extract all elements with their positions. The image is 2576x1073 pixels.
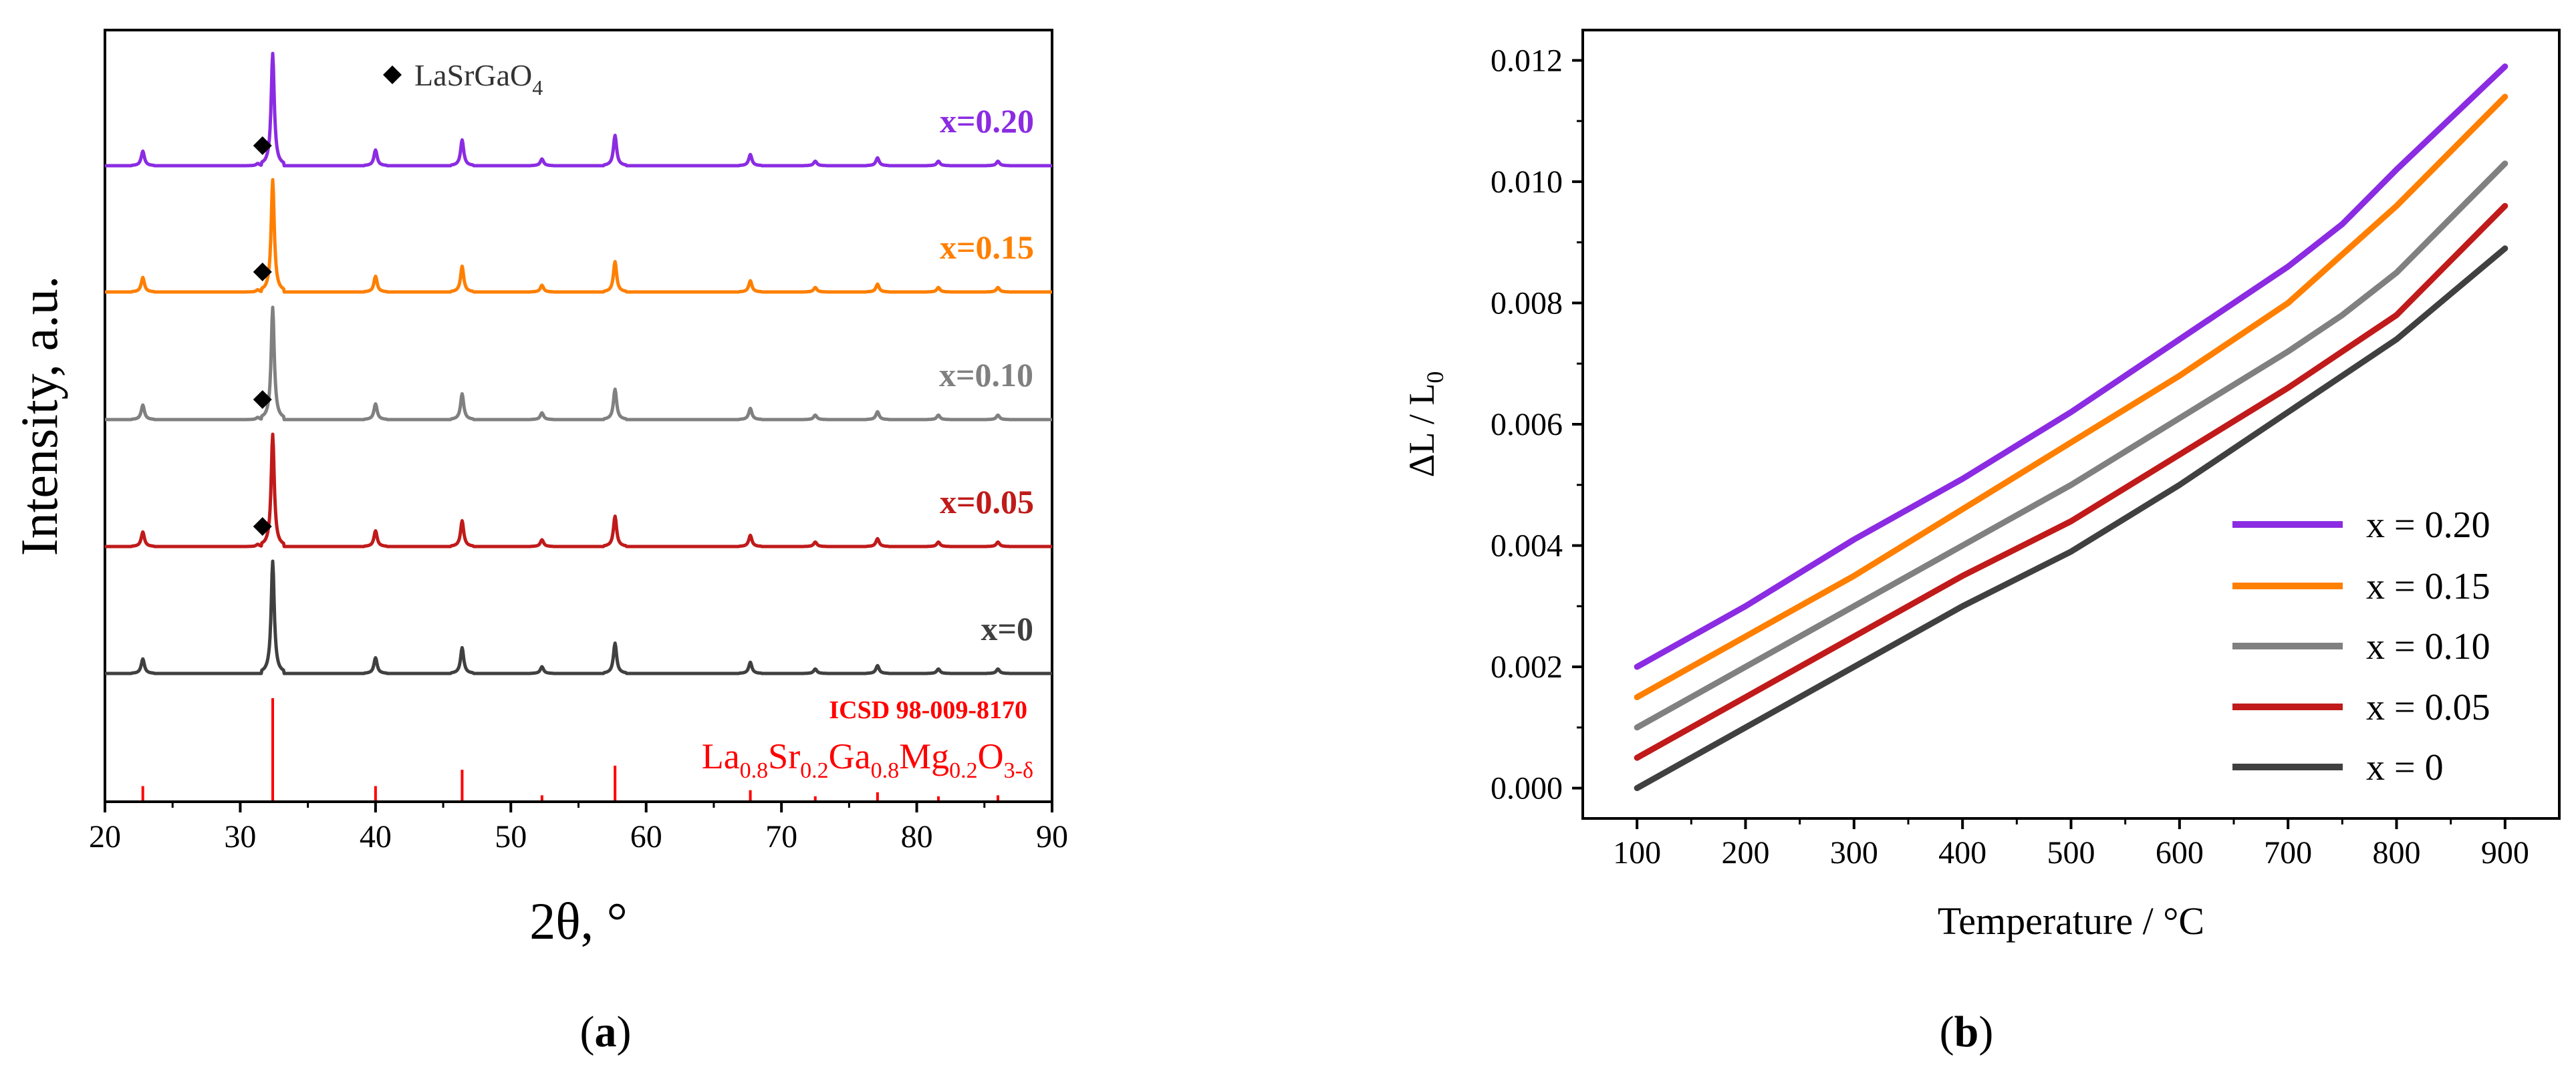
xrd-pattern-line — [104, 178, 1053, 294]
xrd-pattern-line — [104, 559, 1053, 675]
dil-series-line — [1634, 94, 2508, 700]
dil-x-tick-label: 700 — [2264, 835, 2312, 871]
reference-formula: La0.8Sr0.2Ga0.8Mg0.2O3-δ — [702, 736, 1033, 783]
xrd-y-axis-label: Intensity, a.u. — [10, 276, 68, 557]
formula-element: O — [978, 736, 1004, 776]
dil-x-axis-label: Temperature / °C — [1938, 899, 2204, 943]
dil-x-tick-label: 400 — [1938, 835, 1986, 871]
dil-legend-entry: x = 0 — [2232, 747, 2444, 788]
impurity-peak-marker-diamond — [253, 390, 272, 409]
impurity-peak-marker-diamond — [253, 517, 272, 536]
panel-paren: ) — [1978, 1008, 1993, 1056]
dil-legend-label: x = 0.10 — [2366, 626, 2490, 667]
dil-x-tick-label: 300 — [1830, 835, 1878, 871]
formula-subscript: 0.8 — [871, 758, 900, 783]
xrd-series: x=0.05 — [104, 432, 1053, 549]
panel-paren: ( — [1940, 1008, 1954, 1056]
xrd-panel: 20 30 40 50 60 70 80 90 2θ, ° Intensity, a.u. x=0.… — [10, 29, 1068, 1056]
dil-y-tick-label: 0.010 — [1491, 164, 1563, 200]
xrd-x-axis-label: 2θ, ° — [529, 892, 628, 950]
impurity-legend-subscript: 4 — [532, 75, 543, 100]
xrd-x-tick-label: 20 — [89, 819, 121, 855]
xrd-pattern-line — [104, 305, 1053, 422]
dil-y-tick-label: 0.002 — [1491, 649, 1563, 685]
dil-x-tick-label: 800 — [2373, 835, 2421, 871]
dil-series-line — [1634, 245, 2508, 792]
dil-y-tick-label: 0.006 — [1491, 407, 1563, 442]
dilatometry-panel: 100 200 300 400 500 600 700 800 900 0.000 0.002 0.0… — [1402, 29, 2561, 1056]
xrd-series-label: x=0.15 — [940, 228, 1034, 266]
dil-y-tick-label: 0.008 — [1491, 285, 1563, 321]
panel-paren: ( — [580, 1008, 595, 1056]
xrd-x-tick-label: 70 — [765, 819, 797, 855]
xrd-series: x=0.20 — [104, 51, 1053, 168]
dil-y-axis-label: ΔL / L0 — [1402, 371, 1448, 478]
xrd-series-label: x=0.20 — [940, 102, 1034, 140]
impurity-legend-label: LaSrGaO4 — [414, 58, 543, 100]
dil-legend-label: x = 0.15 — [2366, 566, 2490, 607]
xrd-x-tick-label: 80 — [901, 819, 933, 855]
dil-x-tick-label: 900 — [2481, 835, 2529, 871]
xrd-series: x=0.15 — [104, 178, 1053, 294]
xrd-series-label: x=0 — [981, 610, 1034, 647]
formula-subscript: 0.2 — [949, 758, 978, 783]
xrd-series-label: x=0.05 — [940, 483, 1034, 520]
dil-y-axis-label-subscript: 0 — [1422, 371, 1448, 384]
formula-subscript: 0.8 — [740, 758, 769, 783]
xrd-series: x=0.10 — [104, 305, 1053, 422]
panel-letter: a — [595, 1008, 617, 1056]
panel-label-a: (a) — [580, 1008, 632, 1056]
xrd-x-tick-label: 90 — [1036, 819, 1068, 855]
reference-card-label: ICSD 98-009-8170 — [829, 696, 1027, 724]
dil-x-tick-label: 500 — [2047, 835, 2095, 871]
dil-x-tick-label: 600 — [2156, 835, 2204, 871]
dil-legend-label: x = 0.05 — [2366, 687, 2490, 728]
xrd-pattern-line — [104, 432, 1053, 549]
dil-series-line — [1634, 202, 2508, 761]
xrd-x-tick-label: 50 — [495, 819, 527, 855]
panel-letter: b — [1954, 1008, 1979, 1056]
formula-element: Sr — [768, 736, 800, 776]
xrd-pattern-line — [104, 51, 1053, 168]
xrd-x-tick-label: 60 — [630, 819, 662, 855]
dil-series-line — [1634, 63, 2508, 670]
dil-series-line — [1634, 160, 2508, 731]
impurity-legend-text: LaSrGaO — [414, 58, 532, 92]
xrd-x-tick-label: 30 — [224, 819, 256, 855]
dil-legend-entry: x = 0.05 — [2232, 687, 2490, 728]
dil-legend-entry: x = 0.10 — [2232, 626, 2490, 667]
formula-subscript: 0.2 — [800, 758, 829, 783]
dil-y-axis-label-text: ΔL / L — [1402, 384, 1442, 478]
panel-label-b: (b) — [1940, 1008, 1994, 1056]
formula-element: La — [702, 736, 740, 776]
dil-legend-entry: x = 0.15 — [2232, 566, 2490, 607]
dil-y-tick-label: 0.012 — [1491, 43, 1563, 78]
dil-legend-label: x = 0.20 — [2366, 504, 2490, 546]
xrd-series-label: x=0.10 — [939, 356, 1033, 394]
dil-y-tick-label: 0.004 — [1491, 528, 1563, 564]
formula-element: Ga — [829, 736, 871, 776]
impurity-peak-marker-diamond — [253, 263, 272, 281]
xrd-series: x=0 — [104, 559, 1053, 675]
formula-subscript: 3-δ — [1004, 758, 1033, 783]
dil-x-tick-label: 200 — [1722, 835, 1770, 871]
xrd-x-tick-label: 40 — [360, 819, 392, 855]
impurity-peak-marker-diamond — [253, 136, 272, 155]
panel-paren: ) — [617, 1008, 632, 1056]
legend-diamond-icon — [383, 65, 402, 84]
dil-legend-label: x = 0 — [2366, 747, 2444, 788]
formula-element: Mg — [899, 736, 949, 776]
dil-x-tick-label: 100 — [1613, 835, 1661, 871]
dil-y-tick-label: 0.000 — [1491, 771, 1563, 806]
dil-legend-entry: x = 0.20 — [2232, 504, 2490, 546]
xrd-plot-frame — [104, 29, 1053, 803]
